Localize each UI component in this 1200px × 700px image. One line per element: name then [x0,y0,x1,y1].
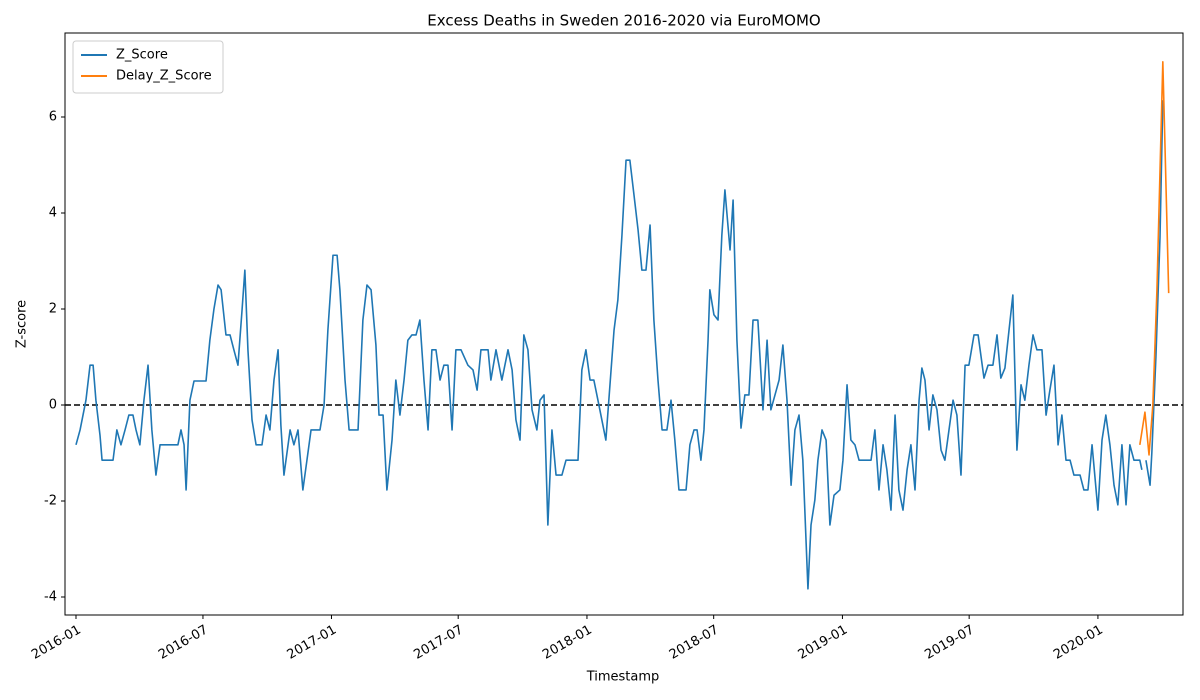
legend-label: Delay_Z_Score [116,69,212,84]
legend-box [72,40,224,94]
chart-title: Excess Deaths in Sweden 2016-2020 via Eu… [427,12,820,30]
data-line [1139,60,1170,456]
x-axis-label: Timestamp [586,670,660,685]
legend: Z_Score Delay_Z_Score [72,40,224,94]
y-tick-label: 2 [49,302,57,317]
y-tick-label: -2 [44,494,57,509]
y-tick-label: 6 [49,110,57,125]
y-tick-label: 0 [49,398,57,413]
axes-frame [64,32,1184,616]
y-tick-label: 4 [49,206,57,221]
y-axis-label: Z-score [15,300,30,348]
y-tick-label: -4 [44,590,57,605]
data-line [1145,100,1164,486]
legend-label: Z_Score [116,48,168,63]
plot-area [65,60,1183,590]
data-line [75,159,1143,590]
